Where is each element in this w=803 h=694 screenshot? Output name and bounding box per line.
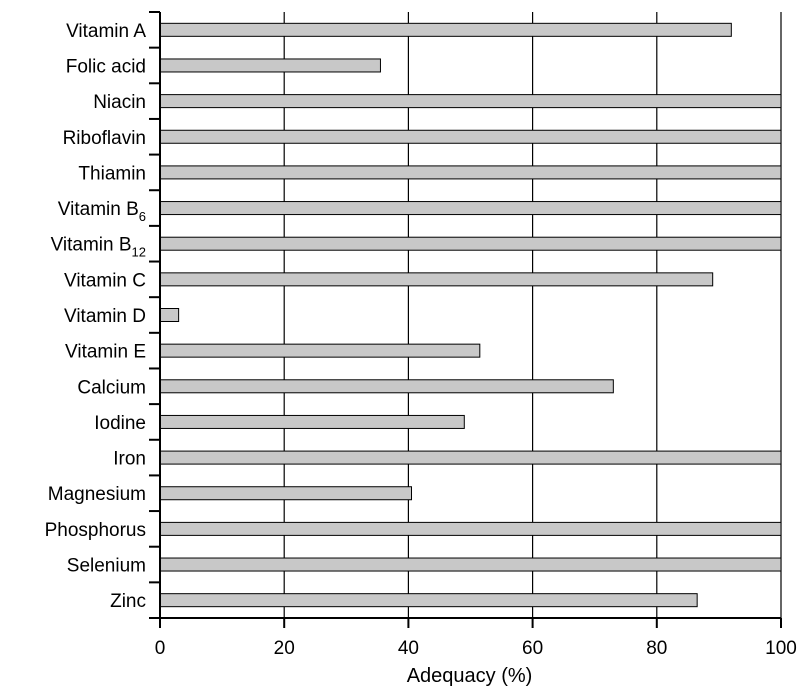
- bar-folic-acid: [159, 58, 381, 73]
- category-label: Zinc: [110, 591, 146, 612]
- category-label: Vitamin B6: [58, 199, 146, 224]
- grid-lines: [283, 12, 782, 618]
- bar-iron: [159, 450, 782, 465]
- category-label: Riboflavin: [63, 128, 146, 149]
- bar-vitamin-b6: [159, 201, 782, 216]
- bar-zinc: [159, 593, 698, 608]
- bar-vitamin-e: [159, 343, 481, 358]
- bar-vitamin-a: [159, 22, 732, 37]
- category-label: Selenium: [67, 556, 146, 577]
- bar-phosphorus: [159, 521, 782, 536]
- x-tick-labels: 0 20 40 60 80 100: [155, 638, 797, 659]
- x-tick-label: 80: [646, 638, 667, 659]
- bar-magnesium: [159, 486, 413, 501]
- bar-calcium: [159, 379, 614, 394]
- bar-niacin: [159, 94, 782, 109]
- bar-vitamin-d: [159, 308, 180, 322]
- category-label: Vitamin D: [64, 306, 146, 327]
- category-label: Phosphorus: [45, 520, 146, 541]
- category-label: Vitamin A: [66, 21, 146, 42]
- axes: [149, 11, 782, 628]
- bars: [159, 22, 782, 608]
- x-tick-label: 0: [155, 638, 166, 659]
- category-label: Vitamin C: [64, 270, 146, 291]
- category-label: Folic acid: [66, 56, 146, 77]
- category-label: Vitamin E: [65, 342, 146, 363]
- category-label: Thiamin: [78, 163, 146, 184]
- bar-vitamin-b12: [159, 236, 782, 251]
- category-label: Magnesium: [48, 484, 146, 505]
- category-label: Iodine: [94, 413, 146, 434]
- x-axis-title: Adequacy (%): [407, 665, 533, 687]
- bar-thiamin: [159, 165, 782, 180]
- category-labels: Vitamin A Folic acid Niacin Riboflavin Thiam…: [45, 21, 147, 612]
- x-tick-label: 100: [765, 638, 797, 659]
- bar-riboflavin: [159, 129, 782, 144]
- category-label: Vitamin B12: [51, 235, 146, 260]
- x-tick-label: 40: [398, 638, 419, 659]
- category-label: Iron: [113, 449, 146, 470]
- x-tick-label: 60: [522, 638, 543, 659]
- category-label: Niacin: [93, 92, 146, 113]
- bar-iodine: [159, 414, 465, 429]
- category-label: Calcium: [77, 377, 146, 398]
- bar-vitamin-c: [159, 272, 714, 287]
- x-tick-label: 20: [274, 638, 295, 659]
- bar-selenium: [159, 557, 782, 572]
